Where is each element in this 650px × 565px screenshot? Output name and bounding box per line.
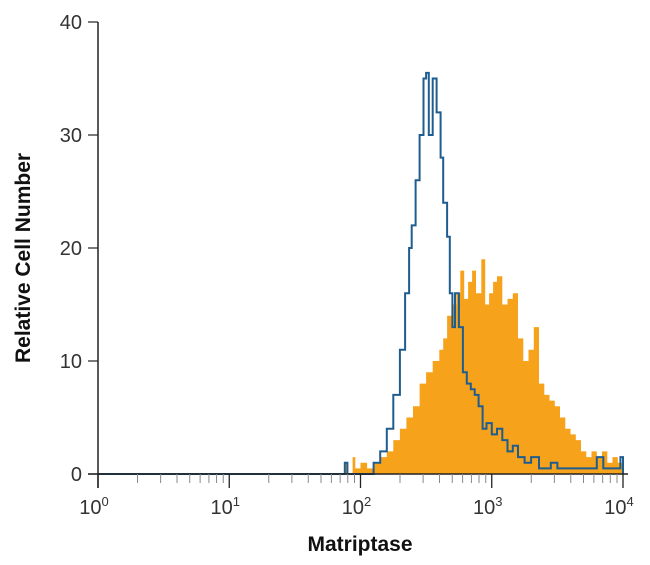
y-tick-label: 0 <box>71 464 82 486</box>
x-tick-label: 102 <box>342 494 371 519</box>
y-tick-label: 40 <box>60 12 82 34</box>
y-ticks: 0 10 20 30 40 <box>60 12 98 486</box>
x-tick-label: 103 <box>473 494 502 519</box>
x-ticks: 100 101 102 103 104 <box>79 474 634 519</box>
x-tick-label: 104 <box>604 494 633 519</box>
control-outline-histogram <box>98 71 624 475</box>
y-tick-label: 30 <box>60 125 82 147</box>
y-tick-label: 20 <box>60 238 82 260</box>
x-tick-label: 100 <box>79 494 108 519</box>
y-axis-label: Relative Cell Number <box>12 153 35 363</box>
x-tick-label: 101 <box>211 494 240 519</box>
matriptase-filled-histogram <box>343 259 623 474</box>
axes: 0 10 20 30 40 100 101 102 103 104 <box>60 12 634 519</box>
plot-series <box>98 71 624 475</box>
y-tick-label: 10 <box>60 351 82 373</box>
x-axis-label: Matriptase <box>307 533 412 556</box>
